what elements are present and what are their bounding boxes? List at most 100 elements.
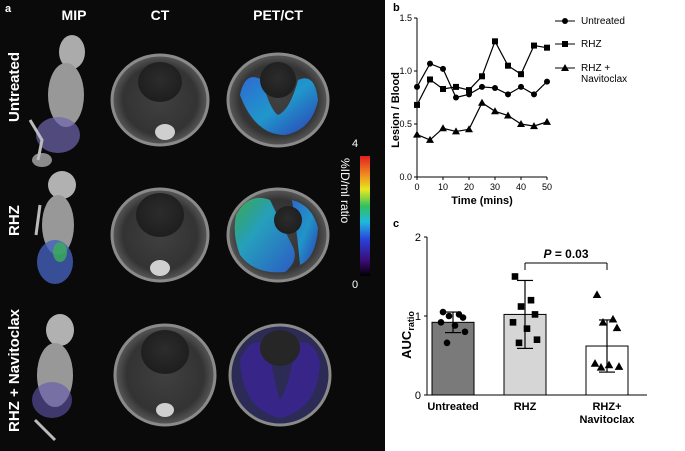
- panel-a-letter: a: [5, 3, 12, 15]
- column-header-ct: CT: [150, 7, 170, 23]
- data-point-circle: [440, 65, 446, 72]
- x-tick-label: 10: [438, 182, 448, 192]
- ct-slice-rhz: [110, 187, 210, 283]
- data-point-circle: [492, 84, 498, 91]
- ct-slice-rhz-navitoclax: [113, 323, 217, 427]
- colorbar: [360, 156, 370, 276]
- bar-circle: [431, 321, 475, 396]
- x-tick-label: 0: [414, 182, 419, 192]
- legend-marker-triangle: [561, 64, 569, 71]
- data-point-square: [531, 42, 537, 49]
- x-tick-label: RHZ: [514, 401, 537, 413]
- data-point-square: [544, 44, 550, 51]
- sample-point: [515, 339, 523, 347]
- data-point-square: [466, 87, 472, 94]
- y-tick-label: 1: [415, 311, 421, 323]
- ct-slice-untreated: [110, 53, 210, 147]
- column-header-petct: PET/CT: [253, 7, 303, 23]
- sample-point: [527, 296, 535, 304]
- y-tick-label: 0: [415, 390, 421, 402]
- y-tick-label: 1.0: [399, 66, 412, 76]
- sample-point: [461, 328, 469, 336]
- sample-point: [439, 308, 447, 316]
- petct-slice-untreated: [226, 52, 330, 148]
- sample-point: [523, 325, 531, 332]
- y-tick-label: 0.0: [399, 172, 412, 182]
- imaging-panel: a MIP CT PET/CT Untreated RHZ RHZ + Navi…: [0, 0, 385, 451]
- data-point-triangle: [465, 125, 473, 133]
- series-line-square: [416, 39, 548, 106]
- colorbar-title: %ID/ml ratio: [338, 158, 352, 224]
- data-point-circle: [531, 91, 537, 98]
- column-header-mip: MIP: [61, 7, 87, 23]
- data-point-square: [414, 101, 420, 108]
- sample-point: [612, 323, 622, 332]
- x-tick-label: Untreated: [427, 401, 478, 413]
- data-point-square: [427, 76, 433, 83]
- sample-point: [509, 319, 517, 326]
- y-tick-label: 1.5: [399, 13, 412, 23]
- data-point-triangle: [426, 135, 434, 143]
- legend-marker-square: [562, 41, 568, 47]
- legend-label: Untreated: [581, 16, 625, 27]
- y-tick-label: 0.5: [399, 119, 412, 129]
- data-point-triangle: [491, 107, 499, 115]
- data-point-circle: [414, 83, 420, 90]
- panel-b-letter: b: [393, 2, 400, 14]
- bar-chart: AUCratio 0 1 2 Untreated RHZ RHZ+ Navitoclax P…: [399, 232, 647, 426]
- x-tick-label: 20: [464, 182, 474, 192]
- sample-point: [443, 339, 451, 347]
- colorbar-min-label: 0: [352, 279, 359, 291]
- data-point-square: [453, 83, 459, 90]
- x-tick-label: 30: [490, 182, 500, 192]
- sample-point: [608, 314, 618, 323]
- data-point-triangle: [530, 122, 538, 130]
- x-tick-label: 50: [542, 182, 552, 192]
- mip-mouse-rhz-navitoclax: [32, 314, 74, 442]
- data-point-circle: [479, 83, 485, 90]
- imaging-graphics: [28, 35, 370, 442]
- data-point-circle: [427, 60, 433, 67]
- y-axis-label: Lesion / Blood: [390, 72, 402, 148]
- panel-c-letter: c: [393, 218, 400, 230]
- data-point-triangle: [413, 130, 421, 138]
- mip-mouse-untreated: [28, 35, 85, 167]
- data-point-square: [492, 38, 498, 45]
- sample-point: [596, 363, 606, 371]
- data-point-square: [518, 71, 524, 78]
- x-axis-label: Time (mins): [451, 195, 513, 207]
- mip-mouse-rhz: [34, 171, 76, 284]
- series-line-triangle: [416, 101, 548, 141]
- sample-point: [598, 318, 608, 326]
- data-point-square: [479, 73, 485, 80]
- x-tick-label: RHZ+ Navitoclax: [579, 401, 635, 426]
- data-point-triangle: [452, 127, 460, 135]
- data-point-triangle: [543, 117, 551, 125]
- x-tick-label: 40: [516, 182, 526, 192]
- sample-point: [604, 360, 614, 369]
- sample-point: [590, 359, 600, 367]
- sample-point: [511, 273, 519, 280]
- data-point-triangle: [439, 124, 447, 132]
- data-point-circle: [544, 78, 550, 85]
- line-chart: Lesion / Blood Time (mins) 0 10 20 30 40 50 0.…: [390, 13, 627, 207]
- colorbar-max-label: 4: [352, 138, 359, 150]
- legend-marker-circle: [562, 18, 568, 24]
- sample-point: [437, 319, 445, 326]
- y-tick-label: 2: [415, 232, 421, 244]
- petct-slice-rhz-navitoclax: [228, 323, 332, 427]
- sample-point: [445, 312, 453, 320]
- legend-label: RHZ: [581, 39, 602, 50]
- petct-slice-rhz: [226, 187, 330, 283]
- data-point-triangle: [504, 111, 512, 119]
- sample-point: [517, 303, 525, 310]
- y-axis-label: AUCratio: [399, 311, 416, 359]
- data-point-triangle: [478, 98, 486, 106]
- data-point-circle: [505, 91, 511, 98]
- data-point-square: [440, 86, 446, 93]
- legend-label: RHZ + Navitoclax: [581, 63, 627, 85]
- sample-point: [531, 311, 539, 318]
- sample-point: [592, 290, 602, 298]
- p-value-annotation: P = 0.03: [543, 247, 588, 261]
- series-line-circle: [416, 62, 548, 99]
